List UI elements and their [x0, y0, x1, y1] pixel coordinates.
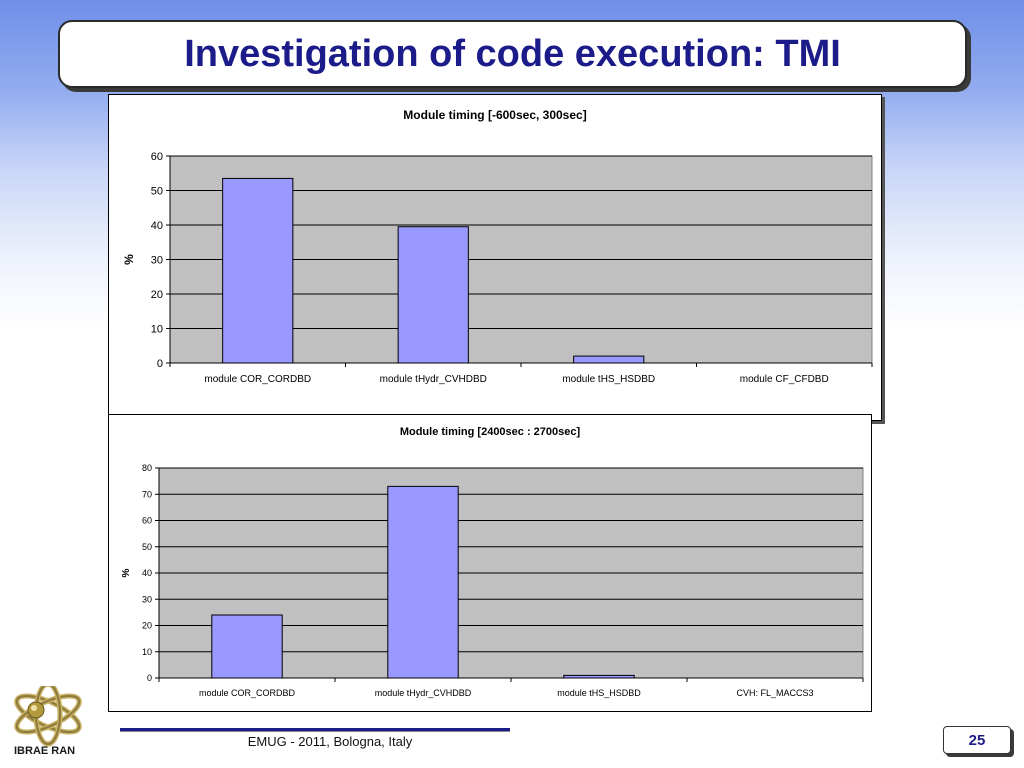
chart-1-ytick-label: 40	[151, 220, 163, 232]
chart-2-ytick-label: 70	[142, 489, 152, 499]
chart-2-ytick-label: 60	[142, 516, 152, 526]
chart-2-svg: 0 10 20 30 40 50 60 70 80% module COR_CORDBD modul…	[121, 463, 864, 698]
chart-2-bar-1	[387, 485, 459, 679]
chart-2-ytick-label: 0	[147, 673, 152, 683]
chart-1-category-label: module tHydr_CVHDBD	[380, 374, 487, 385]
footer-divider	[120, 728, 510, 732]
chart-1-ytick-label: 0	[157, 358, 163, 370]
ibrae-atom-logo	[14, 686, 82, 747]
slide-title: Investigation of code execution: TMI	[184, 32, 841, 75]
chart-1-category-label: module CF_CFDBD	[740, 374, 829, 385]
chart-2-ytick-label: 40	[142, 568, 152, 578]
chart-2-ytick-label: 10	[142, 647, 152, 657]
chart-2-ytick-label: 80	[142, 463, 152, 473]
chart-1-ytick-label: 30	[151, 254, 163, 266]
chart-2-ytick-label: 20	[142, 621, 152, 631]
chart-1-bar-0	[222, 177, 294, 364]
chart-2-ylabel: %	[121, 568, 132, 577]
logo-text: IBRAE RAN	[14, 745, 76, 757]
footer-text: EMUG - 2011, Bologna, Italy	[247, 734, 413, 749]
chart-1-ytick-label: 10	[151, 323, 163, 335]
chart-1-ytick-label: 60	[151, 151, 163, 163]
chart-1-svg: 0 10 20 30 40 50 60% module COR_CORDBD module tH…	[122, 151, 873, 385]
title-box: Investigation of code execution: TMI	[58, 20, 967, 88]
chart-1-bar-1	[397, 226, 469, 364]
chart-1-ytick-label: 50	[151, 185, 163, 197]
chart-1-category-label: module tHS_HSDBD	[562, 374, 655, 385]
chart-1-bar-2	[573, 355, 645, 364]
page-number-box: 25	[943, 726, 1011, 754]
chart-2-category-label: CVH: FL_MACCS3	[736, 688, 813, 698]
chart-2-ytick-label: 30	[142, 594, 152, 604]
chart-2-bar-0	[211, 614, 283, 679]
chart-1-title: Module timing [-600sec, 300sec]	[403, 108, 587, 122]
page-number: 25	[968, 731, 986, 749]
chart-1-category-label: module COR_CORDBD	[204, 374, 311, 385]
chart-1-ytick-label: 20	[151, 289, 163, 301]
chart-2-bar-2	[563, 674, 635, 679]
chart-2-title: Module timing [2400sec : 2700sec]	[399, 426, 581, 438]
chart-2-frame: 0 10 20 30 40 50 60 70 80% module COR_CORDBD modul…	[108, 414, 872, 712]
chart-1-frame: 0 10 20 30 40 50 60% module COR_CORDBD module tH…	[108, 94, 882, 421]
chart-1-ylabel: %	[122, 254, 136, 265]
chart-2-category-label: module COR_CORDBD	[199, 688, 296, 698]
chart-2-category-label: module tHydr_CVHDBD	[375, 688, 472, 698]
chart-2-ytick-label: 50	[142, 542, 152, 552]
chart-2-category-label: module tHS_HSDBD	[557, 688, 641, 698]
